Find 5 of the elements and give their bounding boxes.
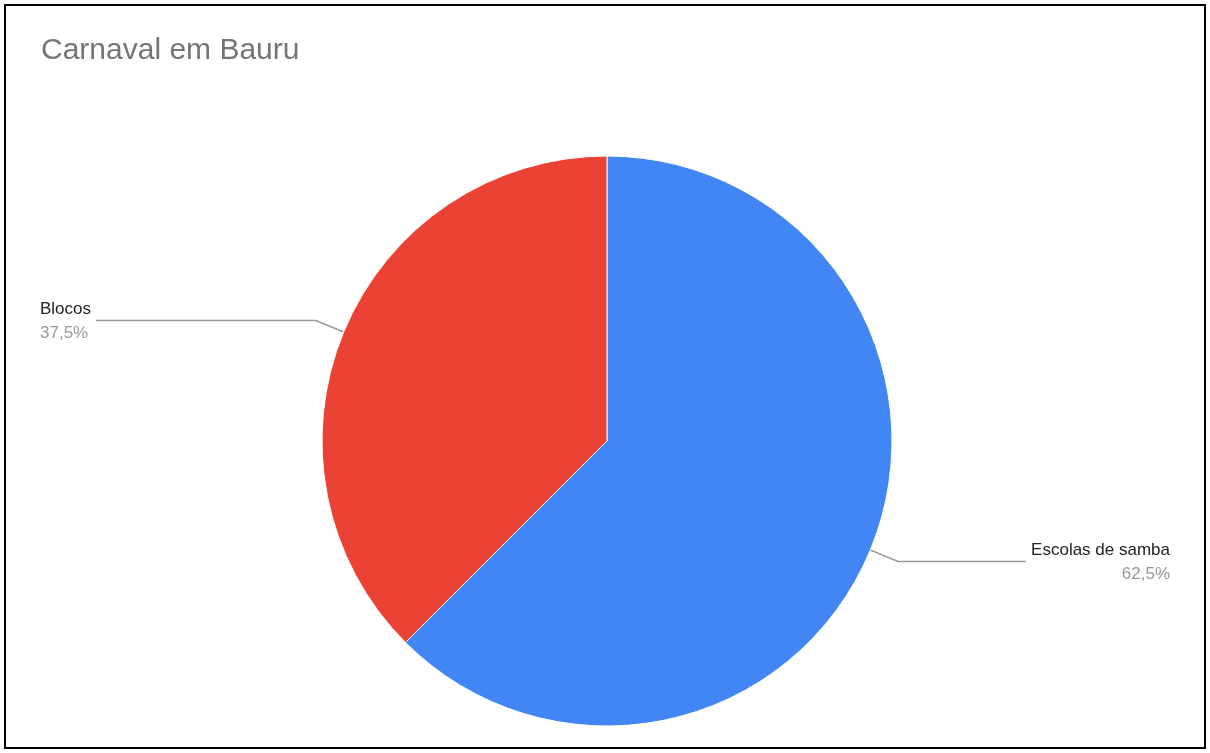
data-label: 62,5% [1121, 564, 1170, 584]
data-label: 37,5% [40, 322, 89, 342]
slice-label: Blocos [40, 298, 92, 318]
slice-label: Escolas de samba [1031, 540, 1171, 560]
chart-title: Carnaval em Bauru [41, 31, 300, 65]
